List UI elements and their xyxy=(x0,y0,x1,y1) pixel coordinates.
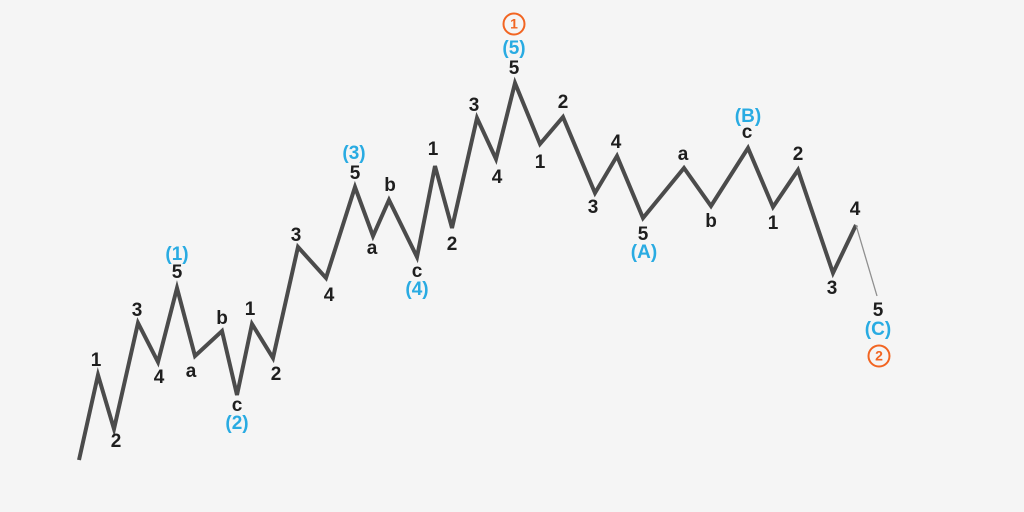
wave-label-4-32: 4 xyxy=(849,199,861,220)
degree-label-2-1: (2) xyxy=(225,413,249,434)
wave-label-3-31: 3 xyxy=(826,278,838,299)
degree-label-3-2: (3) xyxy=(342,143,366,164)
wave-label-2-17: 2 xyxy=(446,234,458,255)
wave-label-a-5: a xyxy=(185,361,197,382)
wave-label-2-22: 2 xyxy=(557,92,569,113)
wave-label-3-18: 3 xyxy=(468,95,480,116)
wave-label-4-24: 4 xyxy=(610,132,622,153)
wave-label-b-14: b xyxy=(384,175,396,196)
wave-label-1-0: 1 xyxy=(90,350,102,371)
degree-label-c-7: (C) xyxy=(864,319,892,340)
wave-label-5-20: 5 xyxy=(508,58,520,79)
wave-label-1-29: 1 xyxy=(767,213,779,234)
wave-label-1-16: 1 xyxy=(427,139,439,160)
wave-label-3-2: 3 xyxy=(131,300,143,321)
wave-label-5-25: 5 xyxy=(637,224,649,245)
wave-label-a-13: a xyxy=(366,238,378,259)
wave-zigzag-line xyxy=(77,76,858,461)
wave-label-c-7: c xyxy=(231,395,243,416)
degree-label-a-5: (A) xyxy=(630,242,658,263)
wave-label-a-26: a xyxy=(677,144,689,165)
wave-label-4-3: 4 xyxy=(153,367,165,388)
wave-label-3-23: 3 xyxy=(587,197,599,218)
wave-label-1-8: 1 xyxy=(244,299,256,320)
wave-label-c-15: c xyxy=(411,261,423,282)
wave-label-1-21: 1 xyxy=(534,152,546,173)
wave-label-b-6: b xyxy=(216,308,228,329)
degree-label-1-0: (1) xyxy=(165,244,189,265)
circled-cycle-label-2-1: 2 xyxy=(867,344,891,368)
wave-label-c-28: c xyxy=(741,122,753,143)
circled-cycle-label-1-0: 1 xyxy=(502,12,526,36)
wave-label-5-12: 5 xyxy=(349,163,361,184)
wave-tail-segment xyxy=(855,224,878,297)
degree-label-5-4: (5) xyxy=(502,38,526,59)
wave-label-4-11: 4 xyxy=(323,285,335,306)
degree-label-b-6: (B) xyxy=(734,106,762,127)
wave-label-4-19: 4 xyxy=(491,167,503,188)
wave-label-2-30: 2 xyxy=(792,144,804,165)
wave-label-3-10: 3 xyxy=(290,225,302,246)
wave-label-2-9: 2 xyxy=(270,364,282,385)
wave-label-5-33: 5 xyxy=(872,300,884,321)
wave-label-2-1: 2 xyxy=(110,431,122,452)
degree-label-4-3: (4) xyxy=(405,279,429,300)
wave-label-b-27: b xyxy=(705,211,717,232)
wave-label-5-4: 5 xyxy=(171,262,183,283)
